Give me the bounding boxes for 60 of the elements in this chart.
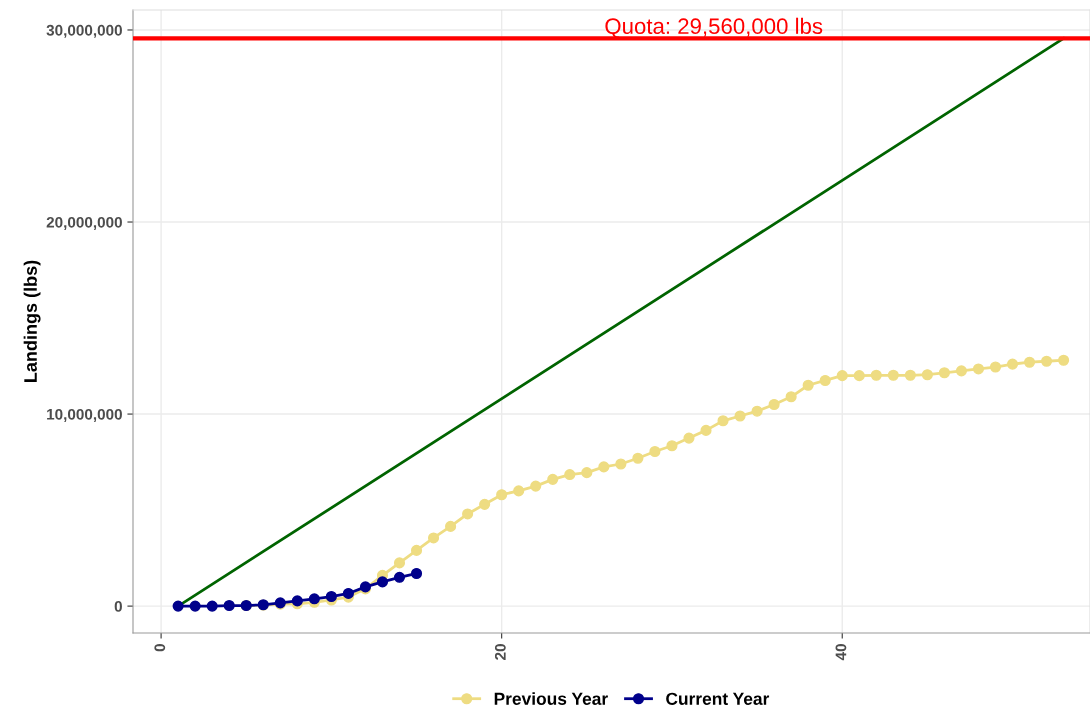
- point: [410, 567, 423, 580]
- point: [462, 508, 474, 520]
- x-tick-label: 20: [494, 644, 506, 660]
- point: [393, 571, 406, 583]
- point: [904, 369, 916, 381]
- point: [530, 480, 542, 492]
- y-tick-label: 0: [114, 600, 122, 612]
- point: [853, 370, 865, 382]
- point: [206, 600, 218, 612]
- point: [802, 379, 814, 391]
- legend-label: Current Year: [666, 692, 770, 705]
- x-tick-label: 40: [835, 644, 847, 661]
- y-tick-label: 20,000,000: [46, 216, 122, 230]
- point: [887, 369, 899, 381]
- point: [632, 452, 644, 464]
- point: [581, 467, 593, 479]
- x-tick-label: 0: [154, 644, 166, 652]
- point: [325, 590, 337, 603]
- ref-line-label: Quota: 29,560,000 lbs: [605, 17, 823, 39]
- point: [1023, 356, 1036, 368]
- point: [427, 532, 440, 544]
- point: [410, 544, 423, 556]
- point: [785, 391, 797, 403]
- legend-label: Previous Year: [494, 692, 608, 705]
- y-axis-title: Landings (lbs): [23, 260, 41, 382]
- point: [376, 576, 389, 588]
- point: [547, 473, 559, 485]
- point: [666, 440, 678, 452]
- point: [751, 405, 763, 417]
- point: [445, 520, 457, 532]
- point: [615, 458, 627, 470]
- point: [342, 587, 354, 599]
- y-tick-label: 30,000,000: [46, 24, 122, 38]
- point: [1041, 355, 1053, 367]
- point: [870, 369, 882, 381]
- point: [768, 398, 780, 411]
- point: [921, 369, 933, 381]
- point: [1006, 358, 1019, 370]
- point: [564, 469, 576, 481]
- point: [172, 600, 184, 612]
- point: [393, 557, 406, 569]
- point: [819, 374, 831, 387]
- point: [683, 432, 695, 444]
- point: [700, 424, 712, 436]
- point: [989, 361, 1002, 373]
- point: [223, 599, 235, 612]
- point: [649, 445, 661, 458]
- point: [1058, 354, 1070, 366]
- point: [836, 370, 848, 382]
- y-tick-label: 10,000,000: [47, 408, 122, 422]
- point: [717, 415, 729, 427]
- point: [496, 489, 508, 501]
- point: [955, 365, 967, 377]
- point: [479, 498, 491, 510]
- point: [598, 461, 610, 473]
- point: [972, 363, 985, 375]
- point: [513, 485, 525, 497]
- point: [189, 600, 201, 612]
- point: [734, 410, 746, 422]
- point: [938, 367, 950, 379]
